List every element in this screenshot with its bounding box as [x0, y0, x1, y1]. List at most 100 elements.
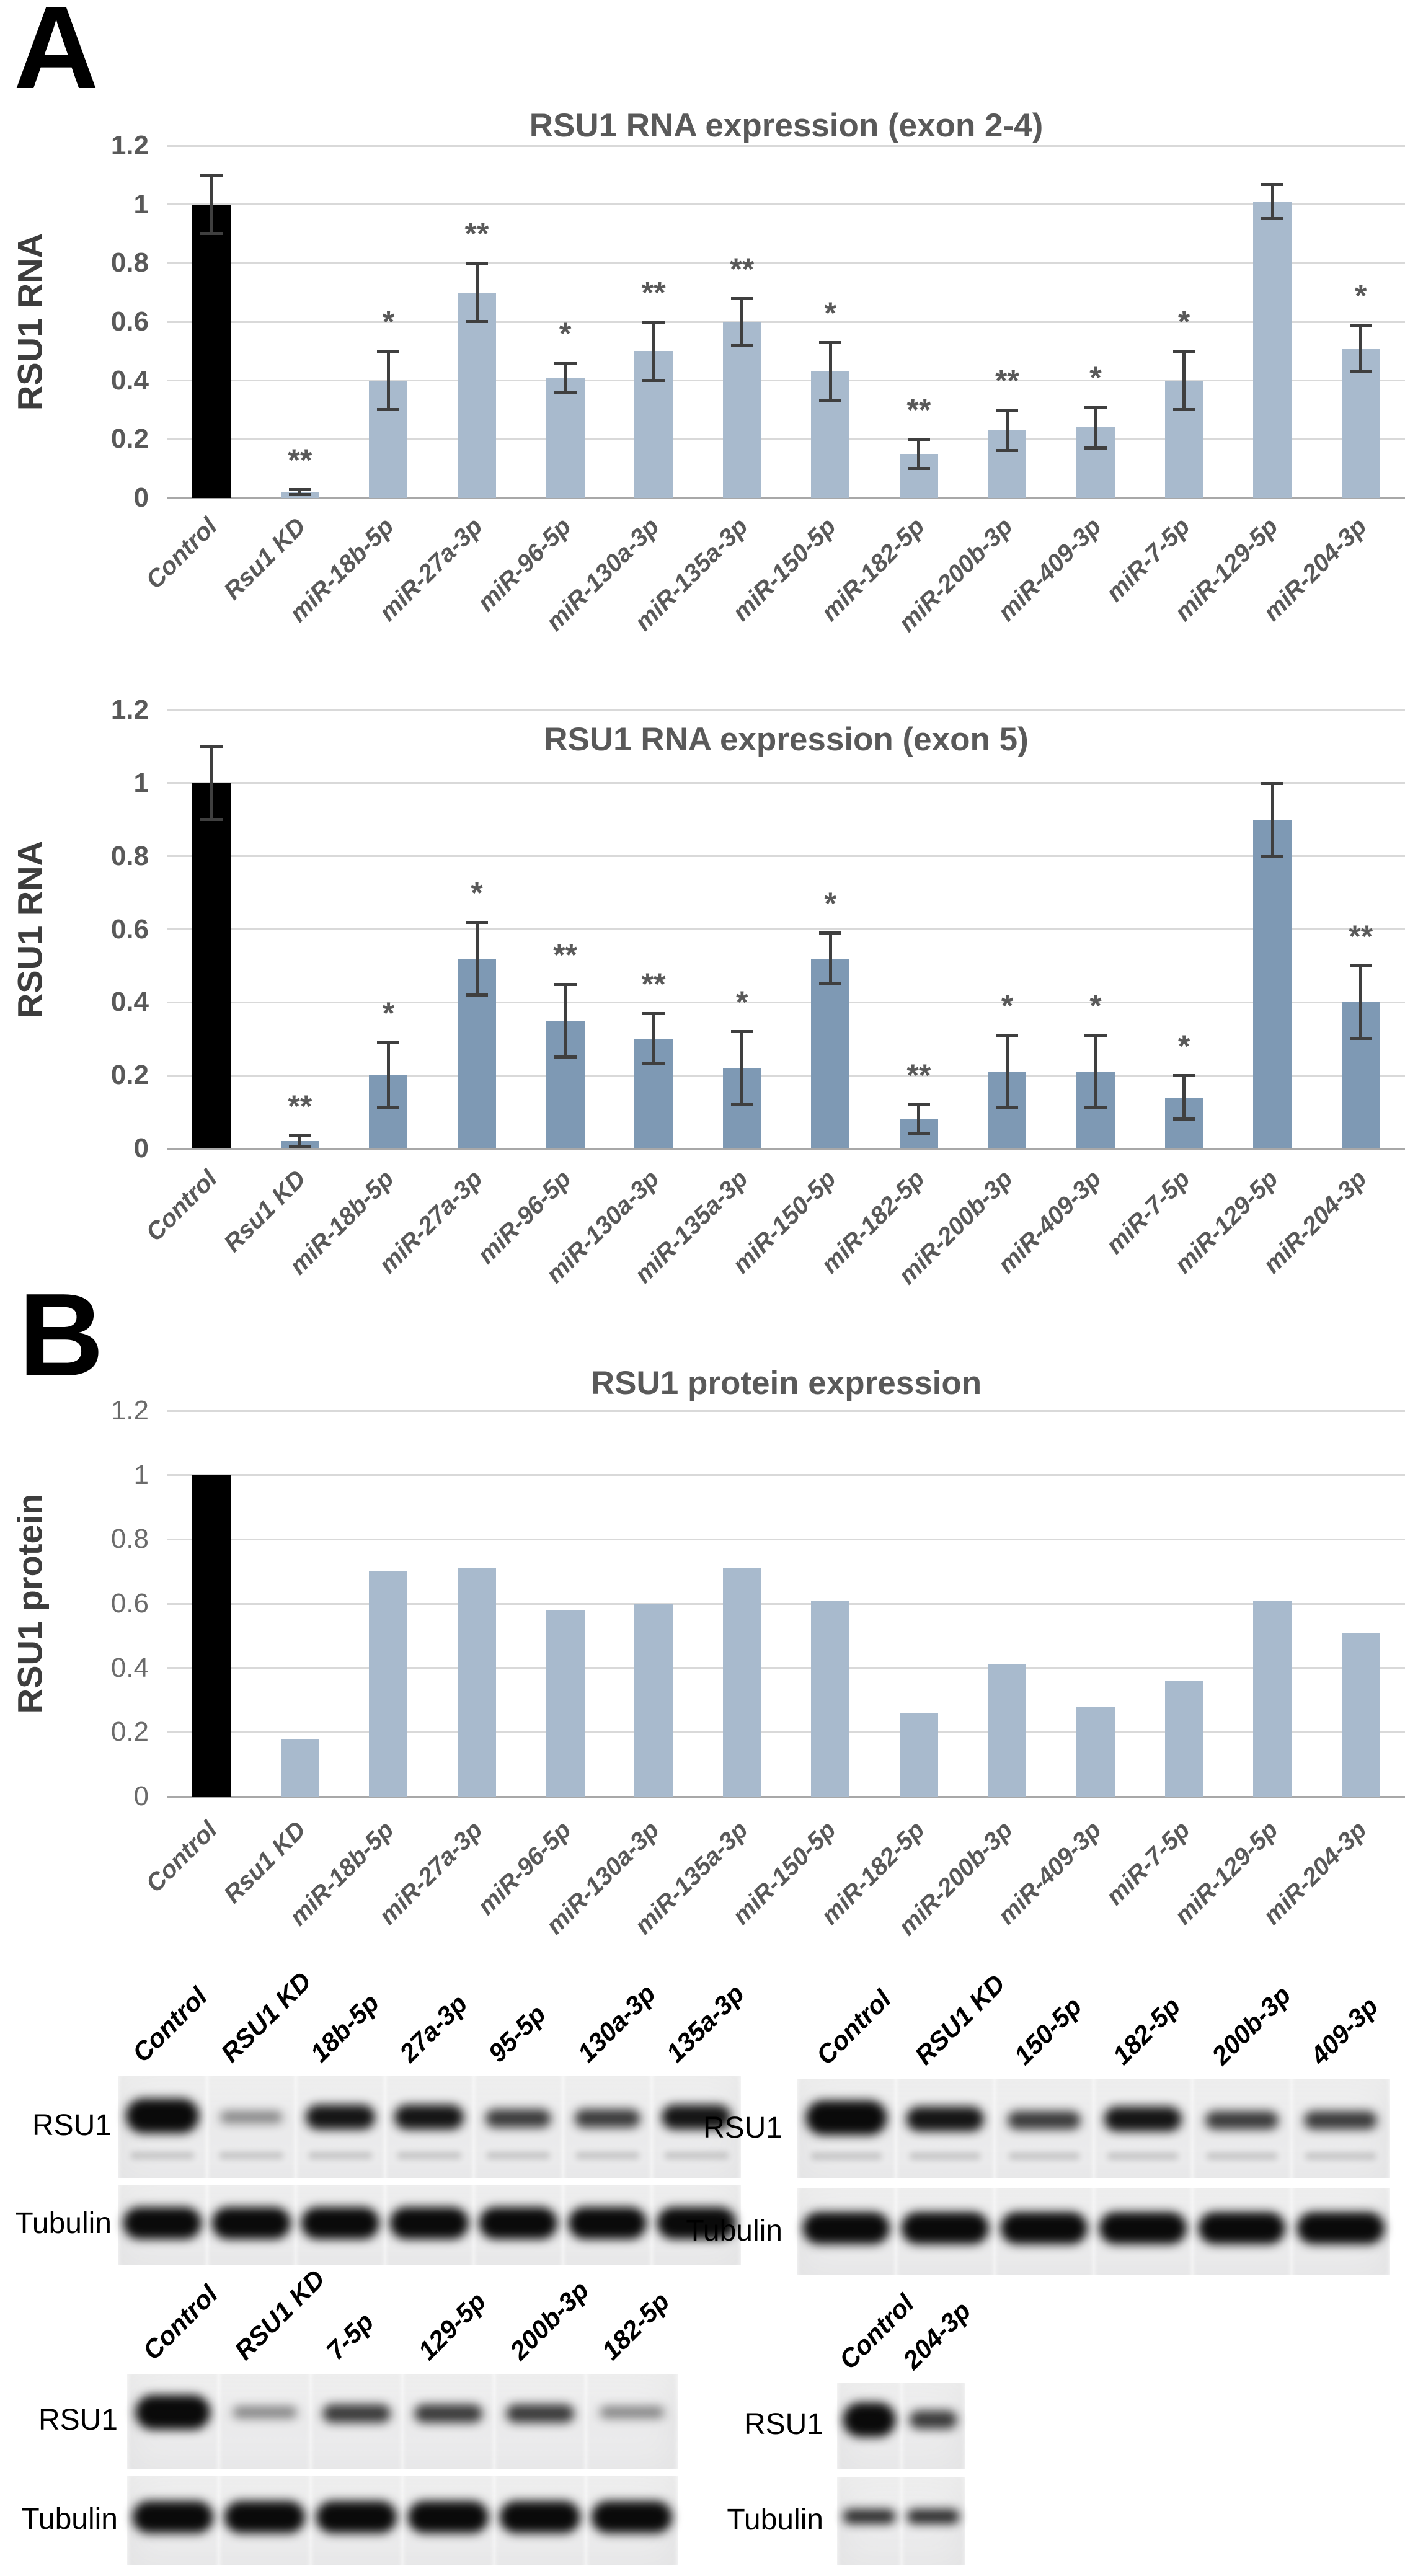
significance-star: **	[906, 393, 931, 428]
significance-star: **	[288, 1089, 312, 1124]
error-bar-cap-top	[466, 262, 488, 265]
error-bar	[564, 363, 567, 393]
blot-lane-RSU1 KD	[219, 2374, 311, 2469]
protein-band	[485, 2108, 552, 2128]
error-bar-cap-top	[1261, 781, 1284, 785]
error-bar	[298, 489, 302, 495]
blot-lane-Control	[118, 2185, 207, 2265]
protein-band	[506, 2404, 574, 2423]
error-bar	[475, 263, 479, 322]
blot-lane-200b-3p	[494, 2374, 586, 2469]
protein-band	[212, 2207, 291, 2240]
lane-label: 182-5p	[596, 2286, 675, 2366]
error-bar-cap-top	[288, 1134, 311, 1138]
gridline-1	[167, 1474, 1405, 1477]
significance-star: **	[906, 1058, 931, 1093]
blot-lane-182-5p	[586, 2374, 678, 2469]
protein-band	[125, 2099, 199, 2134]
error-bar-cap-top	[819, 341, 842, 345]
secondary-band	[810, 2152, 882, 2161]
error-bar-cap-bottom	[996, 1106, 1019, 1110]
lane-label: Control	[137, 2279, 223, 2366]
error-bar-cap-bottom	[554, 390, 577, 394]
blot-image-rsu1	[118, 2076, 741, 2178]
error-bar-cap-top	[1349, 323, 1372, 327]
blot-row-label-tubulin: Tubulin	[686, 2214, 782, 2247]
bar-miR-27a-3p	[458, 1568, 496, 1797]
secondary-band	[130, 2152, 195, 2160]
y-tick-label: 0.6	[110, 1588, 149, 1619]
gridline-0	[167, 497, 1405, 499]
bar-miR-135a-3p	[722, 1568, 761, 1797]
error-bar-cap-bottom	[642, 1062, 665, 1066]
error-bar-cap-top	[1084, 1034, 1107, 1037]
y-tick-label: 0.4	[110, 1652, 149, 1683]
error-bar-cap-bottom	[1261, 854, 1284, 858]
protein-band	[135, 2394, 211, 2430]
error-bar-cap-bottom	[377, 1106, 400, 1110]
blot-lane-200b-3p	[1192, 2079, 1292, 2178]
significance-star: **	[730, 252, 755, 287]
protein-band	[657, 2207, 736, 2240]
significance-star: **	[641, 275, 666, 310]
secondary-band	[486, 2152, 551, 2160]
y-tick-label: 0	[133, 482, 149, 513]
protein-band	[414, 2404, 482, 2423]
protein-band	[843, 2402, 896, 2437]
gridline-1	[167, 782, 1405, 784]
protein-band	[1007, 2110, 1081, 2130]
blot-row-label-tubulin: Tubulin	[21, 2503, 118, 2536]
error-bar	[652, 1013, 655, 1065]
gridline-0.2	[167, 1731, 1405, 1733]
y-tick-label: 0.6	[110, 913, 149, 944]
significance-star: *	[559, 316, 572, 352]
chart-title: RSU1 RNA expression (exon 2-4)	[529, 107, 1044, 144]
protein-band	[1205, 2110, 1279, 2130]
error-bar-cap-top	[1172, 350, 1195, 353]
error-bar-cap-top	[288, 487, 311, 491]
secondary-band	[219, 2152, 284, 2160]
lane-label: 200b-3p	[1205, 1979, 1296, 2071]
protein-band	[1000, 2212, 1088, 2245]
blot-lane-7-5p	[311, 2476, 402, 2565]
blot-lane-129-5p	[402, 2374, 494, 2469]
significance-star: *	[824, 886, 837, 922]
gridline-1.2	[167, 709, 1405, 711]
error-bar-cap-bottom	[819, 399, 842, 402]
error-bar-cap-top	[730, 297, 753, 301]
protein-band	[479, 2207, 558, 2240]
bar-miR-96-5p	[546, 1610, 585, 1797]
gridline-0.2	[167, 438, 1405, 440]
blot-lane-182-5p	[1094, 2188, 1193, 2275]
bar-miR-135a-3p	[722, 322, 761, 498]
gridline-1.2	[167, 144, 1405, 147]
gridline-0	[167, 1147, 1405, 1150]
blot-lane-200b-3p	[494, 2476, 586, 2565]
error-bar-cap-top	[1261, 182, 1284, 186]
gridline-0.6	[167, 928, 1405, 930]
error-bar-cap-top	[554, 362, 577, 365]
significance-star: **	[995, 363, 1019, 398]
error-bar-cap-bottom	[200, 232, 223, 235]
blot-row-label-rsu1: RSU1	[38, 2404, 118, 2436]
y-tick-label: 0.2	[110, 1717, 149, 1748]
significance-star: *	[1089, 988, 1102, 1024]
error-bar-cap-top	[377, 1041, 400, 1045]
blot-image-tubulin	[118, 2185, 741, 2265]
significance-star: **	[641, 967, 666, 1002]
blot-lane-27a-3p	[385, 2076, 474, 2178]
error-bar-cap-top	[1084, 406, 1107, 409]
protein-band	[305, 2105, 375, 2130]
blot-row-label-tubulin: Tubulin	[727, 2503, 823, 2536]
error-bar-cap-bottom	[1349, 1037, 1372, 1041]
secondary-band	[308, 2152, 373, 2160]
error-bar	[1182, 351, 1186, 410]
blot-lane-135a-3p	[652, 2076, 741, 2178]
bar-miR-150-5p	[811, 958, 850, 1148]
gridline-0.4	[167, 1667, 1405, 1669]
error-bar-cap-bottom	[1084, 1106, 1107, 1110]
panel-a-label: A	[14, 0, 99, 113]
error-bar	[386, 351, 390, 410]
plot-area	[167, 1410, 1405, 1798]
gridline-0.4	[167, 1001, 1405, 1003]
